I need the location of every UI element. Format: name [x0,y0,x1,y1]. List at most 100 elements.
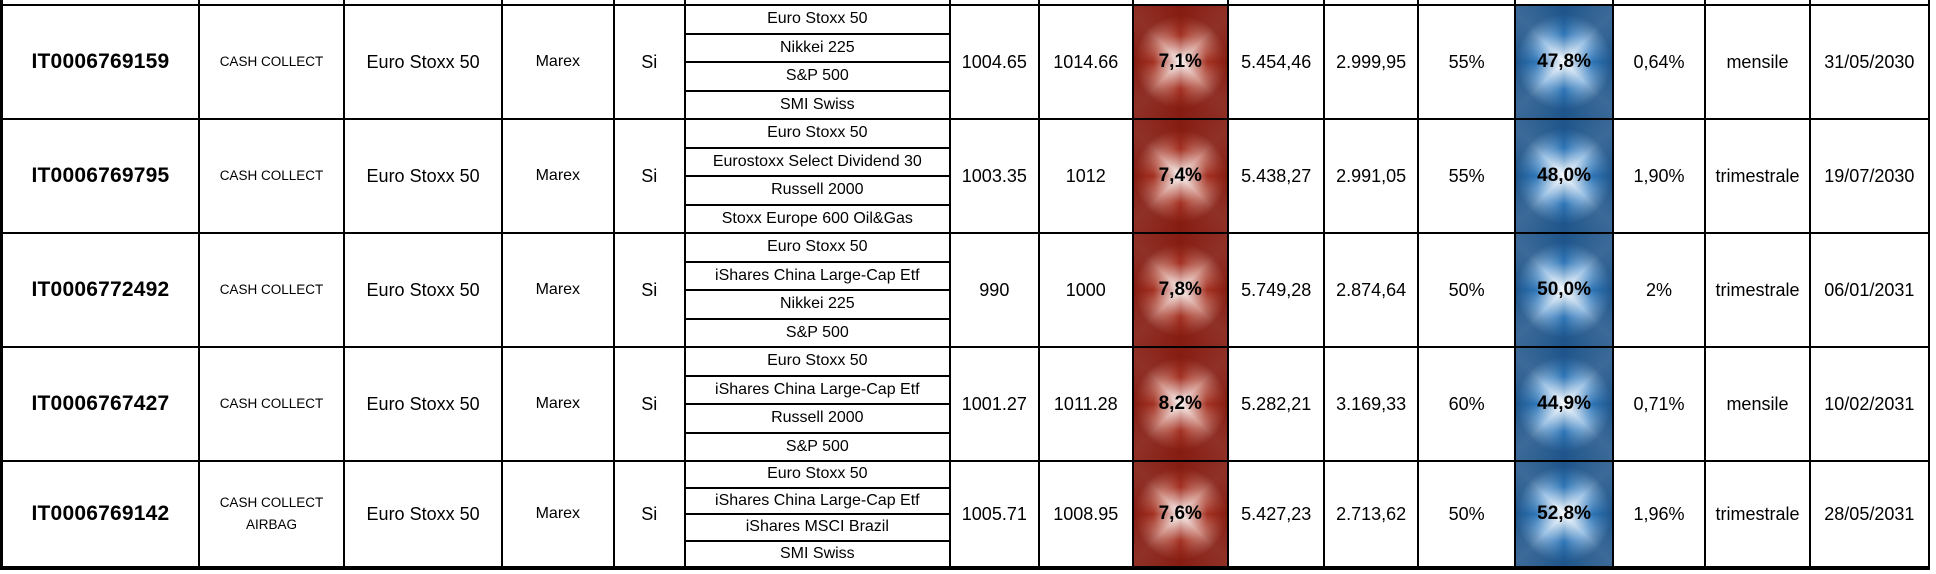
bid-cell: 1004.65 [950,6,1041,120]
column-border-stub [1614,0,1707,4]
column-border-stub [3,0,200,4]
reference-level-cell: 5.454,46 [1228,6,1326,120]
ask-cell: 1008.95 [1040,462,1134,566]
premium-pct-cell: 0,64% [1613,6,1707,120]
basket-item: S&P 500 [686,63,949,92]
coupon-frequency-cell: mensile [1706,348,1811,462]
barrier-pct-cell: 60% [1418,348,1517,462]
barrier-value-cell: 2.713,62 [1325,462,1419,566]
column-border-stub [1419,0,1517,4]
coupon-frequency-cell: trimestrale [1706,462,1811,566]
ask-cell: 1014.66 [1040,6,1134,120]
column-border-stub [1040,0,1134,4]
column-border-stub [345,0,504,4]
basket-item: S&P 500 [785,323,849,341]
issuer-cell: Marex [503,6,615,120]
basket-item: Euro Stoxx 50 [686,348,949,377]
coupon-pct-cell: 7,8% [1133,234,1229,348]
column-border-stub [200,0,346,4]
basket-list: Euro Stoxx 50 Eurostoxx Select Dividend … [686,120,951,234]
coupon-frequency-cell: trimestrale [1706,234,1811,348]
isin-cell: IT0006769795 [3,120,200,234]
premium-pct-cell: 0,71% [1613,348,1707,462]
premium-pct-cell: 2% [1613,234,1707,348]
quanto-cell: Si [614,348,687,462]
column-border-stub [1325,0,1419,4]
coupon-pct-cell: 7,6% [1133,462,1229,566]
basket-item: Euro Stoxx 50 [686,6,949,35]
reference-level-cell: 5.427,23 [1229,462,1326,566]
barrier-pct-cell: 50% [1418,234,1517,348]
premium-pct-cell: 1,90% [1613,120,1707,234]
basket-item: Eurostoxx Select Dividend 30 [686,149,949,177]
basket-item: Euro Stoxx 50 [686,234,949,263]
ask-cell: 1012 [1040,120,1134,234]
barrier-value-cell: 2.874,64 [1325,234,1419,348]
issuer-cell: Marex [503,462,615,566]
isin-cell: IT0006769159 [3,6,200,120]
basket-item: Nikkei 225 [686,35,949,63]
buffer-pct-cell: 47,8% [1516,6,1614,120]
maturity-date-cell: 06/01/2031 [1810,234,1928,348]
coupon-pct-cell: 8,2% [1133,348,1229,462]
bid-cell: 1001.27 [950,348,1041,462]
buffer-pct-cell: 52,8% [1516,462,1614,566]
buffer-pct-cell: 44,9% [1516,348,1614,462]
table-row: IT0006769795 CASH COLLECT Euro Stoxx 50 … [3,120,1928,234]
reference-level-cell: 5.438,27 [1228,120,1326,234]
basket-item: SMI Swiss [780,544,855,562]
issuer-cell: Marex [503,348,615,462]
basket-list: Euro Stoxx 50 iShares China Large-Cap Et… [686,462,951,566]
issuer-cell: Marex [503,120,615,234]
main-underlying-cell: Euro Stoxx 50 [345,6,504,120]
barrier-pct-cell: 50% [1419,462,1517,566]
basket-item: Russell 2000 [686,405,949,434]
cropped-row-above [3,0,1928,6]
product-type-cell: CASH COLLECT [199,120,346,234]
barrier-value-cell: 2.991,05 [1325,120,1419,234]
basket-item: Nikkei 225 [686,291,949,320]
table-row: IT0006769159 CASH COLLECT Euro Stoxx 50 … [3,6,1928,120]
issuer-cell: Marex [503,234,615,348]
basket-list: Euro Stoxx 50 iShares China Large-Cap Et… [686,348,951,462]
maturity-date-cell: 19/07/2030 [1810,120,1928,234]
basket-item: Russell 2000 [686,177,949,206]
coupon-pct-cell: 7,4% [1133,120,1229,234]
maturity-date-cell: 31/05/2030 [1810,6,1928,120]
barrier-pct-cell: 55% [1418,6,1517,120]
reference-level-cell: 5.282,21 [1228,348,1326,462]
coupon-frequency-cell: trimestrale [1706,120,1811,234]
quanto-cell: Si [614,234,687,348]
quanto-cell: Si [614,6,687,120]
basket-item: Euro Stoxx 50 [686,120,949,149]
basket-item: iShares MSCI Brazil [686,515,949,542]
barrier-pct-cell: 55% [1418,120,1517,234]
main-underlying-cell: Euro Stoxx 50 [345,348,504,462]
product-type-cell: CASH COLLECT [199,348,346,462]
reference-level-cell: 5.749,28 [1228,234,1326,348]
column-border-stub [1134,0,1229,4]
basket-list: Euro Stoxx 50 Nikkei 225 S&P 500 SMI Swi… [686,6,951,120]
basket-list: Euro Stoxx 50 iShares China Large-Cap Et… [686,234,951,348]
bid-cell: 1003.35 [950,120,1041,234]
coupon-frequency-cell: mensile [1706,6,1811,120]
table-row: IT0006772492 CASH COLLECT Euro Stoxx 50 … [3,234,1928,348]
ask-cell: 1011.28 [1040,348,1134,462]
table-row: IT0006767427 CASH COLLECT Euro Stoxx 50 … [3,348,1928,462]
buffer-pct-cell: 48,0% [1516,120,1614,234]
column-border-stub [1811,0,1928,4]
barrier-value-cell: 3.169,33 [1325,348,1419,462]
product-type-cell: CASH COLLECT AIRBAG [200,462,346,566]
barrier-value-cell: 2.999,95 [1325,6,1419,120]
isin-cell: IT0006769142 [3,462,200,566]
column-border-stub [1706,0,1811,4]
main-underlying-cell: Euro Stoxx 50 [345,462,504,566]
maturity-date-cell: 10/02/2031 [1810,348,1928,462]
quanto-cell: Si [614,120,687,234]
column-border-stub [615,0,687,4]
main-underlying-cell: Euro Stoxx 50 [345,234,504,348]
basket-item: Stoxx Europe 600 Oil&Gas [721,209,913,227]
basket-item: SMI Swiss [780,95,855,113]
table-row: IT0006769142 CASH COLLECT AIRBAG Euro St… [3,462,1928,566]
